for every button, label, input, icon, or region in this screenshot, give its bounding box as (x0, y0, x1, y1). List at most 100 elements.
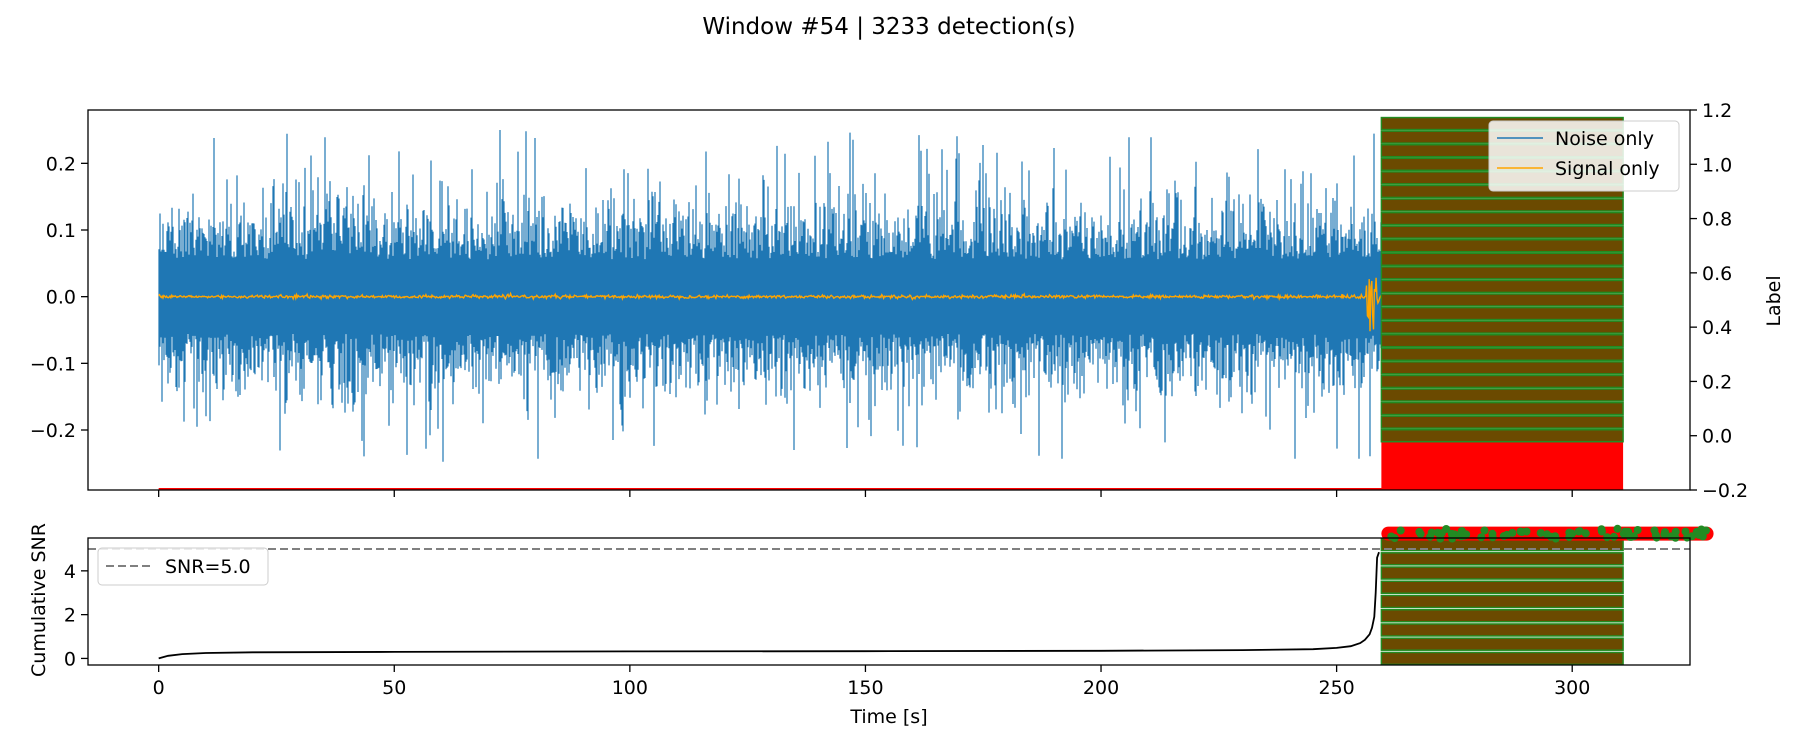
signal-waveform-line (158, 277, 1382, 332)
detection-band (1380, 306, 1624, 321)
detection-band (1380, 333, 1624, 348)
detection-band (1380, 320, 1624, 334)
snr-overflow-marker (1633, 526, 1642, 534)
snr-overflow-marker (1609, 532, 1618, 541)
snr-y-ticks: 0 2 4 (64, 561, 88, 670)
detection-band (1380, 415, 1624, 429)
snr-overflow-marker (1536, 529, 1545, 537)
snr-overflow-marker (1681, 527, 1690, 536)
detection-band (1380, 293, 1624, 307)
snr-detection-band (1380, 637, 1624, 651)
snr-overflow-marker (1694, 530, 1703, 539)
snr-legend: SNR=5.0 (97, 547, 269, 586)
x-axis-title: Time [s] (849, 706, 927, 728)
snr-overflow-marker (1660, 530, 1669, 539)
snr-overflow-marker (1488, 529, 1497, 538)
snr-y-tick-label: 4 (64, 561, 76, 583)
y-tick-label: −0.2 (30, 420, 76, 442)
snr-overflow-marker (1597, 527, 1606, 536)
legend-label-threshold: SNR=5.0 (165, 556, 251, 578)
snr-overflow-marker (1516, 527, 1525, 536)
snr-overflow-marker (1502, 530, 1511, 539)
detection-band (1380, 361, 1624, 375)
snr-overflow-marker (1480, 526, 1489, 535)
detection-band (1380, 374, 1624, 389)
y-tick-label: 0.2 (46, 153, 76, 175)
figure-title: Window #54 | 3233 detection(s) (702, 14, 1075, 40)
snr-detection-band (1380, 608, 1624, 623)
detection-band (1380, 279, 1624, 294)
snr-overflow-marker (1551, 532, 1560, 541)
detection-band (1380, 198, 1624, 212)
label-axis-title: Label (1763, 275, 1785, 326)
snr-y-tick-label: 0 (64, 648, 76, 670)
snr-overflow-marker (1447, 529, 1456, 538)
snr-legend-box (97, 547, 269, 586)
snr-overflow-marker (1456, 531, 1464, 540)
detection-band (1380, 252, 1624, 267)
waveform-y-ticks: −0.2 −0.1 0.0 0.1 0.2 (30, 153, 88, 442)
label-tick-label: 0.2 (1702, 371, 1732, 393)
snr-detection-band (1380, 651, 1624, 665)
y-tick-label: 0.0 (46, 287, 76, 309)
snr-overflow-marker (1671, 527, 1680, 536)
snr-detection-band (1380, 552, 1624, 566)
label-tick-label: 1.0 (1702, 154, 1732, 176)
snr-overflow-marker (1437, 529, 1446, 538)
y-tick-label: −0.1 (30, 353, 76, 375)
x-tick-label: 50 (382, 677, 406, 699)
snr-y-axis-title: Cumulative SNR (28, 523, 50, 677)
x-tick-label: 300 (1554, 677, 1590, 699)
cumulative-snr-line (158, 551, 1380, 660)
snr-overflow-marker (1566, 530, 1575, 539)
snr-x-ticks: 0 50 100 150 200 250 300 (153, 665, 1590, 699)
x-tick-label: 100 (612, 677, 648, 699)
label-tick-label: 0.4 (1702, 317, 1732, 339)
x-tick-label: 0 (153, 677, 165, 699)
snr-detection-band (1380, 594, 1624, 609)
snr-y-tick-label: 2 (64, 605, 76, 627)
legend-label-signal: Signal only (1555, 158, 1660, 180)
detection-band (1380, 238, 1624, 253)
snr-detection-band (1380, 623, 1624, 637)
detection-red-block (1381, 435, 1624, 490)
detection-band (1380, 266, 1624, 280)
snr-overflow-marker (1396, 526, 1405, 535)
label-tick-label: 0.6 (1702, 263, 1732, 285)
x-tick-label: 250 (1318, 677, 1354, 699)
detection-band (1380, 347, 1624, 362)
waveform-x-ticks (158, 490, 1573, 497)
snr-overflow-marker (1603, 533, 1612, 542)
x-tick-label: 150 (847, 677, 883, 699)
waveform-panel: −0.2 −0.1 0.0 0.1 0.2 −0.2 0.0 0.2 0.4 0.6 0.8 1.0… (30, 100, 1785, 502)
snr-overflow-marker (1613, 524, 1622, 533)
snr-frame (87, 537, 1691, 666)
detection-band (1380, 388, 1624, 402)
snr-overflow-marker (1415, 527, 1424, 536)
waveform-legend: Noise only Signal only (1488, 120, 1680, 192)
snr-detection-band (1380, 566, 1624, 580)
detection-band (1380, 225, 1624, 239)
label-axis-ticks: −0.2 0.0 0.2 0.4 0.6 0.8 1.0 1.2 (1690, 100, 1748, 502)
x-tick-label: 200 (1083, 677, 1119, 699)
snr-panel: 0 2 4 0 50 100 150 200 250 300 Time [s] Cumulati… (28, 523, 1714, 728)
snr-overflow-markers (1381, 524, 1714, 543)
legend-label-noise: Noise only (1555, 128, 1654, 150)
y-tick-label: 0.1 (46, 220, 76, 242)
snr-plot-group (88, 538, 1690, 665)
detection-band (1380, 428, 1624, 443)
label-tick-label: −0.2 (1702, 480, 1748, 502)
snr-detection-band (1380, 580, 1624, 595)
detection-band (1380, 211, 1624, 226)
snr-overflow-marker (1625, 532, 1634, 541)
snr-overflow-marker (1426, 532, 1435, 541)
detection-band (1380, 401, 1624, 416)
label-tick-label: 1.2 (1702, 100, 1732, 122)
label-tick-label: 0.8 (1702, 209, 1732, 231)
noise-waveform-line (158, 130, 1382, 462)
snr-overflow-marker (1575, 527, 1584, 536)
label-tick-label: 0.0 (1702, 426, 1732, 448)
snr-overflow-marker (1477, 533, 1486, 542)
